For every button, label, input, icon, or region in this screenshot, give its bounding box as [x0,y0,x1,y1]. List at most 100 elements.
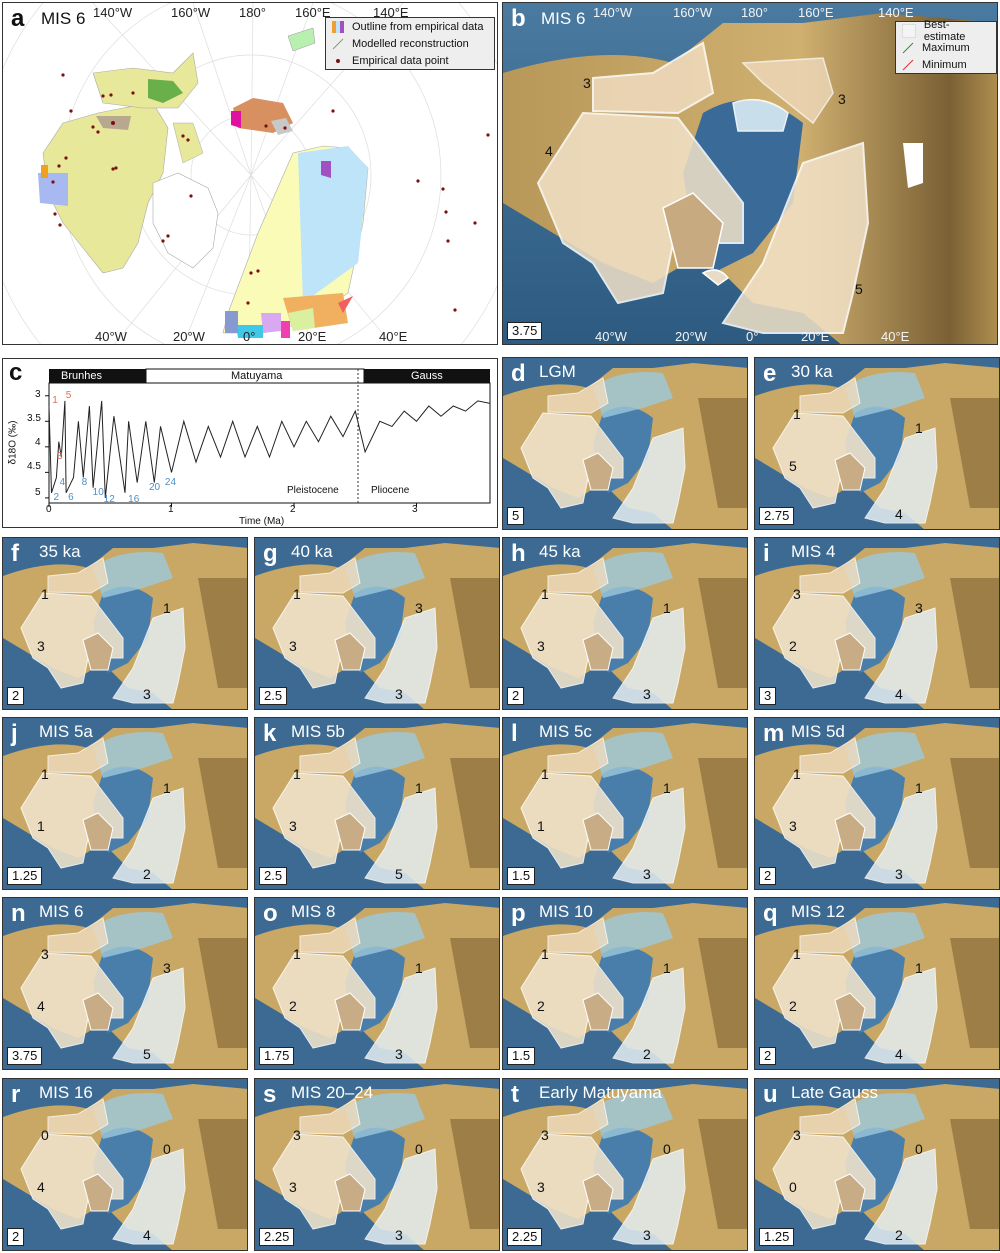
longitude-label: 0° [746,329,759,344]
longitude-label: 140°W [93,5,133,20]
mis-stage-label: 12 [103,494,115,506]
confidence-label: 4 [143,1227,151,1243]
confidence-label: 2 [895,1227,903,1243]
y-tick-label: 3 [35,389,41,400]
topographic-map [3,718,247,889]
confidence-label: 3 [289,1179,297,1195]
panel-letter: f [11,540,19,567]
red-line-icon [902,59,914,70]
topographic-map [755,1079,999,1250]
confidence-label: 4 [37,1179,45,1195]
longitude-label: 40°W [595,329,627,344]
confidence-label: 2 [143,866,151,882]
confidence-label: 1 [663,600,671,616]
panel-title: 45 ka [539,542,581,561]
panel-letter: c [9,359,23,386]
confidence-label: 4 [545,143,553,159]
confidence-label: 5 [855,281,863,297]
topographic-map [503,898,747,1069]
confidence-label: 1 [793,406,801,422]
confidence-label: 1 [915,420,923,436]
x-tick-label: 2 [290,504,296,515]
confidence-label: 3 [37,638,45,654]
topographic-map [255,718,499,889]
map-panel-k: k MIS 5b 1 1 3 5 2.5 [254,717,500,890]
y-axis-label: δ18O (‰) [7,420,19,465]
panel-title: 30 ka [791,362,833,381]
confidence-score-box: 2.25 [259,1228,295,1246]
confidence-label: 3 [541,1127,549,1143]
map-panel-g: g 40 ka 1 3 3 3 2.5 [254,537,500,710]
longitude-label: 180° [239,5,266,20]
confidence-label: 1 [293,946,301,962]
epoch-label-pliocene: Pliocene [371,485,410,496]
mis-stage-label: 24 [164,476,177,488]
confidence-label: 4 [895,506,903,522]
y-tick-label: 4 [35,437,41,448]
map-panel-m: m MIS 5d 1 1 3 3 2 [754,717,1000,890]
map-panel-h: h 45 ka 1 1 3 3 2 [502,537,748,710]
topographic-map [503,1079,747,1250]
dot-icon [336,58,340,63]
topographic-map [255,1079,499,1250]
longitude-label: 20°E [801,329,830,344]
confidence-score-box: 1.5 [507,1047,536,1065]
panel-letter: t [511,1081,519,1108]
longitude-label: 20°W [675,329,707,344]
topographic-map [503,538,747,709]
confidence-label: 1 [415,960,423,976]
panel-title: MIS 10 [539,902,593,921]
mis-stage-label: 8 [81,476,88,488]
confidence-label: 1 [663,960,671,976]
longitude-label: 0° [243,329,256,344]
confidence-label: 3 [793,586,801,602]
confidence-label: 3 [537,638,545,654]
chron-label-gauss: Gauss [411,370,443,382]
legend-label: Best-estimate [923,18,966,43]
topographic-map [255,898,499,1069]
topographic-map [755,898,999,1069]
panel-letter: e [763,360,777,387]
map-panel-d: d LGM 5 [502,357,748,530]
confidence-label: 1 [541,586,549,602]
legend-item-minimum: Minimum [896,56,996,73]
panel-title: LGM [539,362,576,381]
confidence-score-box: 3.75 [7,1047,43,1065]
confidence-label: 2 [537,998,545,1014]
chron-label-brunhes: Brunhes [61,370,102,382]
panel-title: MIS 12 [791,902,845,921]
map-panel-u: u Late Gauss 3 0 0 2 1.25 [754,1078,1000,1251]
panel-title: MIS 6 [541,9,586,28]
panel-letter: m [763,720,785,747]
confidence-score-box: 2.5 [259,687,288,705]
longitude-label: 140°E [373,5,409,20]
map-panel-j: j MIS 5a 1 1 1 2 1.25 [2,717,248,890]
panel-title: MIS 5b [291,722,345,741]
x-tick-label: 1 [168,504,174,515]
panel-title: MIS 5c [539,722,592,741]
panel-title: MIS 6 [39,902,84,921]
x-axis-label: Time (Ma) [239,516,285,527]
panel-title: MIS 5a [39,722,93,741]
topographic-map [3,898,247,1069]
panel-a-empirical-map: a MIS 6 140°W 160°W 180° 160°E 140°E 40°… [2,2,498,345]
white-swatch-icon [902,23,916,38]
confidence-label: 3 [537,1179,545,1195]
d18o-line-chart [45,368,491,507]
topographic-map [255,538,499,709]
map-panel-f: f 35 ka 1 1 3 3 2 [2,537,248,710]
confidence-label: 3 [289,818,297,834]
panel-title: MIS 16 [39,1083,93,1102]
confidence-label: 1 [293,586,301,602]
panel-letter: p [511,900,526,927]
longitude-label: 20°E [298,329,327,344]
longitude-label: 140°W [593,5,633,20]
confidence-score-box: 1.25 [759,1228,795,1246]
confidence-score-box: 1.25 [7,867,43,885]
confidence-label: 1 [793,946,801,962]
panel-letter: d [511,360,526,387]
confidence-label: 1 [663,780,671,796]
confidence-label: 3 [793,1127,801,1143]
confidence-label: 0 [415,1141,423,1157]
confidence-score-box: 1.5 [507,867,536,885]
